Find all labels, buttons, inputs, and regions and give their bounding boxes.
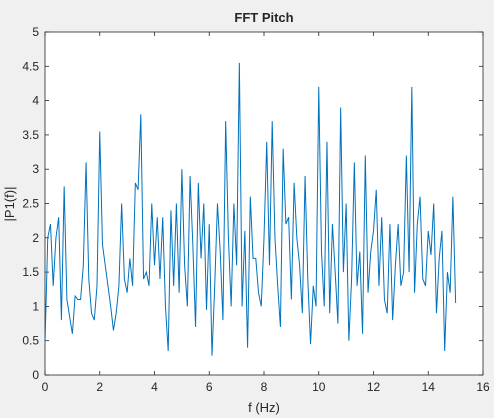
x-tick-label: 0 <box>42 380 49 394</box>
axes <box>44 31 484 376</box>
x-tick-label: 2 <box>96 380 103 394</box>
y-tick-label: 1 <box>32 299 39 313</box>
y-tick-label: 3 <box>32 162 39 176</box>
x-axis-label: f (Hz) <box>248 400 280 415</box>
chart-title: FFT Pitch <box>234 10 293 25</box>
x-tick-label: 10 <box>312 380 326 394</box>
x-tick-label: 16 <box>476 380 490 394</box>
x-tick-label: 4 <box>151 380 158 394</box>
x-tick-label: 6 <box>206 380 213 394</box>
y-tick-label: 0.5 <box>22 334 39 348</box>
y-axis-label: |P1(f)| <box>2 187 17 222</box>
y-tick-label: 2 <box>32 231 39 245</box>
x-tick-label: 14 <box>422 380 436 394</box>
y-tick-label: 4.5 <box>22 59 39 73</box>
x-tick-label: 12 <box>367 380 381 394</box>
y-tick-label: 1.5 <box>22 265 39 279</box>
y-tick-label: 2.5 <box>22 197 39 211</box>
y-tick-label: 3.5 <box>22 128 39 142</box>
y-tick-label: 5 <box>32 25 39 39</box>
data-line <box>44 62 457 356</box>
y-tick-label: 4 <box>32 94 39 108</box>
y-tick-label: 0 <box>32 368 39 382</box>
x-tick-label: 8 <box>261 380 268 394</box>
